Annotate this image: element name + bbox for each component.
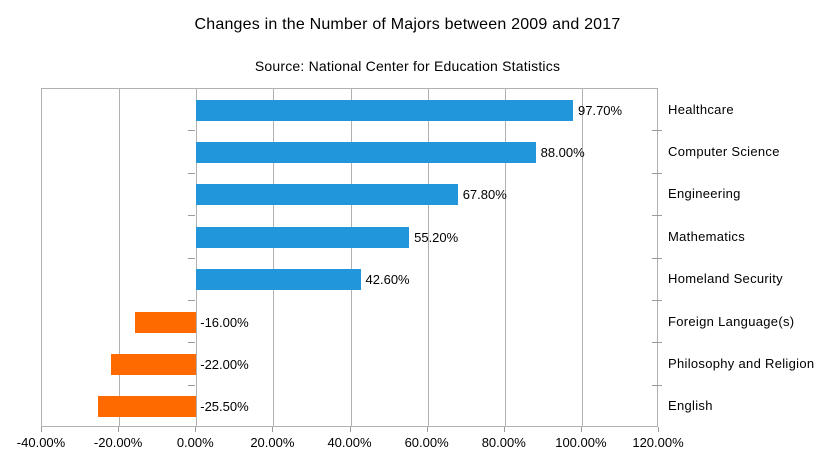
x-tick-label: -40.00% — [16, 435, 66, 450]
gridline — [119, 89, 121, 426]
value-label: 55.20% — [414, 229, 459, 245]
category-axis-tick-mark — [188, 215, 196, 217]
category-label: Mathematics — [668, 228, 745, 244]
category-axis-tick-mark — [188, 257, 196, 259]
right-axis-tick-mark — [652, 384, 662, 386]
x-tick-label: -20.00% — [93, 435, 143, 450]
chart-subtitle: Source: National Center for Education St… — [254, 58, 561, 74]
x-tick-label: 0.00% — [176, 435, 214, 450]
bar-healthcare — [196, 99, 573, 121]
category-label: Foreign Language(s) — [668, 313, 795, 329]
bar-homeland-security — [196, 269, 361, 291]
x-tick-label: 100.00% — [555, 435, 607, 450]
category-axis-tick-mark — [188, 130, 196, 132]
x-axis-tick-mark — [658, 427, 659, 432]
x-tick-label: 80.00% — [481, 435, 526, 450]
category-label: Computer Science — [668, 144, 780, 160]
value-label: 88.00% — [540, 145, 585, 161]
bar-engineering — [196, 184, 458, 206]
x-axis-tick-mark — [118, 427, 120, 432]
gridline — [581, 89, 583, 426]
x-tick-label: 60.00% — [404, 435, 449, 450]
gridline — [196, 89, 198, 426]
category-label: Homeland Security — [668, 271, 783, 287]
right-axis-tick-mark — [652, 342, 662, 344]
x-axis-tick-mark — [349, 427, 351, 432]
right-axis-tick-mark — [652, 172, 662, 174]
plot-area: 97.70% 88.00% 67.80% 55.20% 42.60% -16.00% -22… — [41, 88, 658, 427]
value-label: -22.00% — [200, 356, 249, 372]
category-label: Engineering — [668, 186, 741, 202]
gridline — [427, 89, 429, 426]
value-label: -25.50% — [200, 399, 249, 415]
category-axis-tick-mark — [188, 299, 196, 301]
x-tick-label: 20.00% — [250, 435, 295, 450]
bar-english — [97, 396, 197, 418]
value-label: 42.60% — [365, 272, 410, 288]
right-axis-tick-mark — [652, 215, 662, 217]
value-label: 67.80% — [462, 187, 507, 203]
value-label: 97.70% — [578, 102, 623, 118]
gridline — [504, 89, 506, 426]
x-axis-tick-mark — [195, 427, 197, 432]
x-axis-tick-mark — [426, 427, 428, 432]
category-axis-tick-mark — [188, 384, 196, 386]
gridline — [350, 89, 352, 426]
gridline — [273, 89, 275, 426]
chart-title: Changes in the Number of Majors between … — [194, 16, 621, 33]
bar-mathematics — [196, 226, 410, 248]
x-tick-label: 120.00% — [632, 435, 684, 450]
right-axis-tick-mark — [652, 130, 662, 132]
category-label: Healthcare — [668, 101, 734, 117]
category-label: Philosophy and Religion — [668, 355, 815, 371]
x-tick-label: 40.00% — [327, 435, 372, 450]
value-label: -16.00% — [200, 314, 249, 330]
category-label: English — [668, 398, 713, 414]
x-axis-tick-mark — [503, 427, 505, 432]
x-axis-tick-mark — [580, 427, 582, 432]
bar-computer-science — [196, 142, 536, 164]
right-axis-tick-mark — [652, 257, 662, 259]
bar-philosophy-and-religion — [111, 353, 197, 375]
category-axis-tick-mark — [188, 172, 196, 174]
x-axis-tick-mark — [272, 427, 274, 432]
bar-foreign-language-s — [134, 311, 197, 333]
right-axis-tick-mark — [652, 299, 662, 301]
category-axis-tick-mark — [188, 342, 196, 344]
x-axis-tick-mark — [41, 427, 42, 432]
